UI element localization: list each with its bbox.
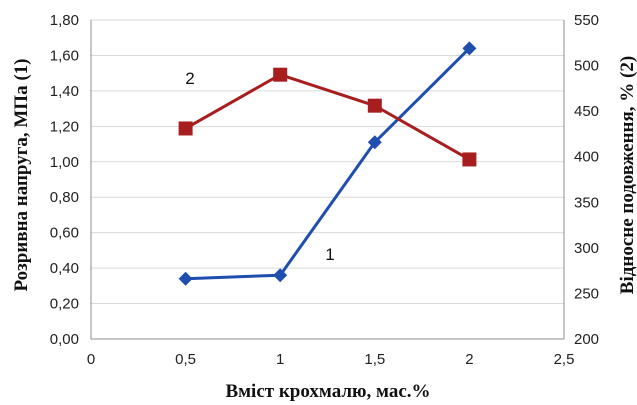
right-tick-label: 500: [574, 58, 599, 75]
right-tick-label: 250: [574, 285, 599, 302]
right-tick-label: 350: [574, 194, 599, 211]
x-tick-label: 1,5: [364, 351, 385, 368]
x-tick-label: 1: [276, 351, 284, 368]
x-tick-label: 0,5: [175, 351, 196, 368]
series-2-tag: 2: [185, 69, 194, 88]
right-tick-label: 450: [574, 103, 599, 120]
right-tick-label: 300: [574, 240, 599, 257]
series-1-point: [462, 41, 477, 56]
x-tick-label: 2,5: [554, 351, 575, 368]
series-1-tag: 1: [325, 245, 334, 264]
series-1-point: [367, 135, 382, 150]
left-tick-label: 0,80: [50, 189, 79, 206]
x-tick-label: 0: [87, 351, 95, 368]
left-axis-title: Розривна напруга, МПа (1): [11, 59, 32, 292]
series-tags: 12: [185, 69, 334, 264]
right-tick-label: 400: [574, 149, 599, 166]
left-tick-label: 1,40: [50, 83, 79, 100]
left-tick-label: 1,20: [50, 118, 79, 135]
series-2-line: [184, 73, 471, 161]
right-tick-label: 550: [574, 12, 599, 29]
axes: [90, 20, 565, 340]
right-tick-label: 200: [574, 331, 599, 348]
left-tick-label: 1,60: [50, 47, 79, 64]
left-tick-label: 1,00: [50, 154, 79, 171]
x-axis-title: Вміст крохмалю, мас.%: [225, 381, 430, 402]
left-tick-label: 0,40: [50, 260, 79, 277]
right-axis-ticks: 200 250 300 350 400 450 500 550: [574, 12, 599, 348]
series-markers: [178, 41, 477, 286]
series-1-line: [185, 47, 471, 281]
series-2-point: [462, 152, 477, 167]
left-tick-label: 0,00: [50, 331, 79, 348]
series-1-point: [178, 271, 193, 286]
x-axis-ticks: 0 0,5 1 1,5 2 2,5: [87, 351, 575, 368]
series-2-point: [273, 67, 288, 82]
left-tick-label: 1,80: [50, 12, 79, 29]
left-axis-ticks: 0,00 0,20 0,40 0,60 0,80 1,00 1,20 1,40 1,60 1,80: [50, 12, 79, 348]
series-2-point: [178, 121, 193, 136]
left-tick-label: 0,60: [50, 225, 79, 242]
series-lines: [184, 47, 471, 281]
left-tick-label: 0,20: [50, 296, 79, 313]
series-1-point: [273, 268, 288, 283]
gridlines: [91, 19, 564, 305]
series-2-point: [367, 98, 382, 113]
x-tick-label: 2: [465, 351, 473, 368]
right-axis-title: Відносне подовження, % (2): [617, 56, 637, 294]
